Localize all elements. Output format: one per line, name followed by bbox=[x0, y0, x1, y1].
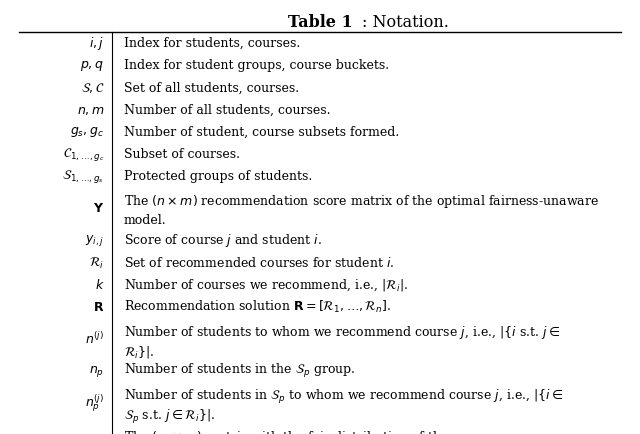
Text: Number of students in the $\mathcal{S}_p$ group.: Number of students in the $\mathcal{S}_p… bbox=[124, 362, 355, 379]
Text: $\mathcal{R}_i\}|$.: $\mathcal{R}_i\}|$. bbox=[124, 343, 154, 359]
Text: Score of course $j$ and student $i$.: Score of course $j$ and student $i$. bbox=[124, 232, 321, 249]
Text: $n^{(j)}$: $n^{(j)}$ bbox=[85, 331, 104, 346]
Text: Number of all students, courses.: Number of all students, courses. bbox=[124, 104, 330, 116]
Text: $\mathcal{C}_{1,\ldots,g_c}$: $\mathcal{C}_{1,\ldots,g_c}$ bbox=[63, 146, 104, 163]
Text: $n, m$: $n, m$ bbox=[77, 104, 104, 116]
Text: Number of students to whom we recommend course $j$, i.e., $|\{i$ s.t. $j\in$: Number of students to whom we recommend … bbox=[124, 323, 560, 340]
Text: $\mathbf{R}$: $\mathbf{R}$ bbox=[93, 300, 104, 313]
Text: $\mathcal{R}_i$: $\mathcal{R}_i$ bbox=[89, 255, 104, 270]
Text: Table 1: Table 1 bbox=[287, 14, 353, 31]
Text: : Notation.: : Notation. bbox=[362, 14, 449, 31]
Text: The $(n\times m)$ recommendation score matrix of the optimal fairness-unaware: The $(n\times m)$ recommendation score m… bbox=[124, 193, 598, 210]
Text: $n_p$: $n_p$ bbox=[89, 363, 104, 378]
Text: Set of recommended courses for student $i$.: Set of recommended courses for student $… bbox=[124, 255, 394, 270]
Text: Number of student, course subsets formed.: Number of student, course subsets formed… bbox=[124, 126, 399, 138]
Text: $g_s, g_c$: $g_s, g_c$ bbox=[70, 125, 104, 139]
Text: Protected groups of students.: Protected groups of students. bbox=[124, 170, 312, 183]
Text: Index for students, courses.: Index for students, courses. bbox=[124, 37, 300, 50]
Text: Recommendation solution $\mathbf{R} = [\mathcal{R}_1, \ldots, \mathcal{R}_n]$.: Recommendation solution $\mathbf{R} = [\… bbox=[124, 299, 391, 315]
Text: $\mathcal{S}_{1,\ldots,g_s}$: $\mathcal{S}_{1,\ldots,g_s}$ bbox=[62, 168, 104, 185]
Text: Set of all students, courses.: Set of all students, courses. bbox=[124, 82, 299, 94]
Text: Number of students in $\mathcal{S}_p$ to whom we recommend course $j$, i.e., $|\: Number of students in $\mathcal{S}_p$ to… bbox=[124, 387, 563, 404]
Text: $k$: $k$ bbox=[95, 277, 104, 292]
Text: $\mathcal{S},\mathcal{C}$: $\mathcal{S},\mathcal{C}$ bbox=[81, 81, 104, 95]
Text: $i, j$: $i, j$ bbox=[89, 35, 104, 52]
Text: $p, q$: $p, q$ bbox=[81, 59, 104, 73]
Text: $y_{i,j}$: $y_{i,j}$ bbox=[85, 233, 104, 248]
Text: $\mathbf{Y}$: $\mathbf{Y}$ bbox=[93, 202, 104, 215]
Text: $n_p^{(j)}$: $n_p^{(j)}$ bbox=[85, 391, 104, 413]
Text: model.: model. bbox=[124, 213, 166, 226]
Text: Subset of courses.: Subset of courses. bbox=[124, 148, 239, 161]
Text: Index for student groups, course buckets.: Index for student groups, course buckets… bbox=[124, 59, 388, 72]
Text: $\mathcal{S}_p$ s.t. $j\in\mathcal{R}_i\}|$.: $\mathcal{S}_p$ s.t. $j\in\mathcal{R}_i\… bbox=[124, 407, 214, 425]
Text: Number of courses we recommend, i.e., $|\mathcal{R}_i|$.: Number of courses we recommend, i.e., $|… bbox=[124, 276, 408, 293]
Text: The $(m\times g_s)$ matrix with the fair distribution of the course recommen-: The $(m\times g_s)$ matrix with the fair… bbox=[124, 428, 570, 434]
